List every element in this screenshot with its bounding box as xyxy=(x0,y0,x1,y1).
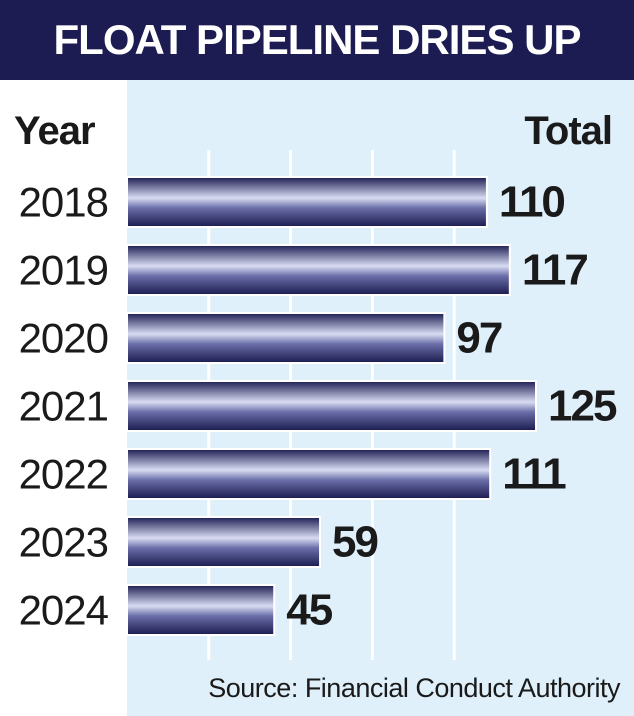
value-label-2018: 110 xyxy=(499,178,565,227)
bar-2021 xyxy=(126,380,537,432)
year-label-2020: 2020 xyxy=(19,315,108,362)
year-label-panel xyxy=(0,80,127,716)
year-label-2023: 2023 xyxy=(19,519,108,566)
total-column-header: Total xyxy=(524,109,613,153)
year-label-2024: 2024 xyxy=(19,587,109,634)
bar-2023 xyxy=(126,516,322,568)
chart-title: FLOAT PIPELINE DRIES UP xyxy=(53,16,582,63)
year-label-2021: 2021 xyxy=(19,383,108,430)
value-label-2021: 125 xyxy=(548,382,617,431)
value-label-2019: 117 xyxy=(522,246,588,295)
title-band xyxy=(0,0,634,80)
year-label-2018: 2018 xyxy=(19,179,108,226)
value-label-2024: 45 xyxy=(286,586,332,635)
value-label-2020: 97 xyxy=(456,314,501,363)
year-column-header: Year xyxy=(14,109,96,153)
value-label-2022: 111 xyxy=(502,450,566,499)
labels: 2018 110 2019 117 2020 97 2021 125 2022 111 2023 59… xyxy=(19,178,619,635)
bar-2020 xyxy=(126,312,446,364)
bar-2018 xyxy=(126,176,488,228)
source-note: Source: Financial Conduct Authority xyxy=(208,673,620,703)
bars xyxy=(126,176,537,636)
value-label-2023: 59 xyxy=(332,518,377,567)
bar-2022 xyxy=(126,448,492,500)
year-label-2019: 2019 xyxy=(19,247,108,294)
bar-2024 xyxy=(126,584,276,636)
bar-2019 xyxy=(126,244,511,296)
year-label-2022: 2022 xyxy=(19,451,108,498)
